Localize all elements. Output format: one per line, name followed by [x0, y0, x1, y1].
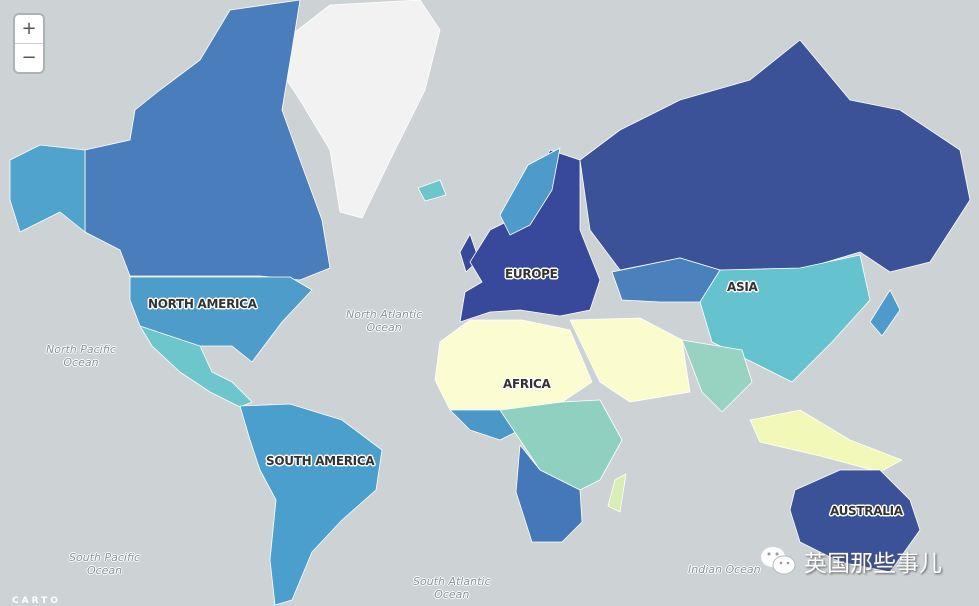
label-north-atlantic: North Atlantic Ocean [346, 308, 422, 334]
watermark-text: 英国那些事儿 [804, 551, 942, 577]
watermark: 英国那些事儿 [758, 544, 942, 578]
region-india[interactable] [681, 339, 753, 413]
label-south-atlantic: South Atlantic Ocean [413, 575, 491, 601]
ocean-name: South Atlantic [413, 575, 491, 588]
region-middle-east[interactable] [569, 317, 691, 403]
region-east-africa[interactable] [499, 399, 623, 491]
region-russia[interactable] [579, 39, 971, 273]
region-australia[interactable] [789, 469, 921, 573]
region-greenland[interactable] [279, 0, 441, 219]
region-alaska[interactable] [9, 144, 86, 233]
label-south-america: SOUTH AMERICA [266, 454, 375, 468]
region-mexico[interactable] [139, 325, 253, 408]
ocean-name: North Atlantic [346, 308, 423, 321]
zoom-control: + − [15, 15, 43, 72]
ocean-name: Ocean [86, 564, 123, 577]
ocean-name: North Pacific [46, 343, 116, 356]
region-scandinavia[interactable] [499, 147, 561, 236]
label-australia: AUSTRALIA [830, 504, 903, 518]
zoom-in-button[interactable]: + [15, 15, 43, 44]
attribution-logo[interactable]: CARTO [12, 596, 61, 606]
label-asia: ASIA [727, 280, 758, 294]
ocean-name: Indian Ocean [688, 563, 761, 576]
region-japan[interactable] [869, 289, 901, 337]
label-europe: EUROPE [505, 267, 558, 281]
label-north-america: NORTH AMERICA [148, 297, 257, 311]
zoom-out-button[interactable]: − [21, 47, 37, 68]
region-iceland[interactable] [417, 179, 447, 202]
ocean-name: Ocean [434, 588, 470, 601]
region-north-africa[interactable] [434, 319, 593, 411]
label-indian-ocean: Indian Ocean [688, 563, 761, 576]
label-north-pacific: North Pacific Ocean [46, 343, 116, 369]
region-west-africa[interactable] [449, 409, 521, 441]
region-southern-africa[interactable] [515, 444, 583, 543]
ocean-name: South Pacific [69, 551, 141, 564]
ocean-name: Ocean [63, 356, 99, 369]
region-south-america[interactable] [239, 403, 383, 605]
ocean-name: Ocean [366, 321, 402, 334]
wechat-icon [761, 547, 796, 575]
region-southeast-asia[interactable] [749, 409, 903, 473]
label-south-pacific: South Pacific Ocean [69, 551, 140, 577]
label-africa: AFRICA [503, 377, 551, 391]
region-canada[interactable] [84, 0, 331, 281]
region-madagascar[interactable] [607, 473, 627, 513]
